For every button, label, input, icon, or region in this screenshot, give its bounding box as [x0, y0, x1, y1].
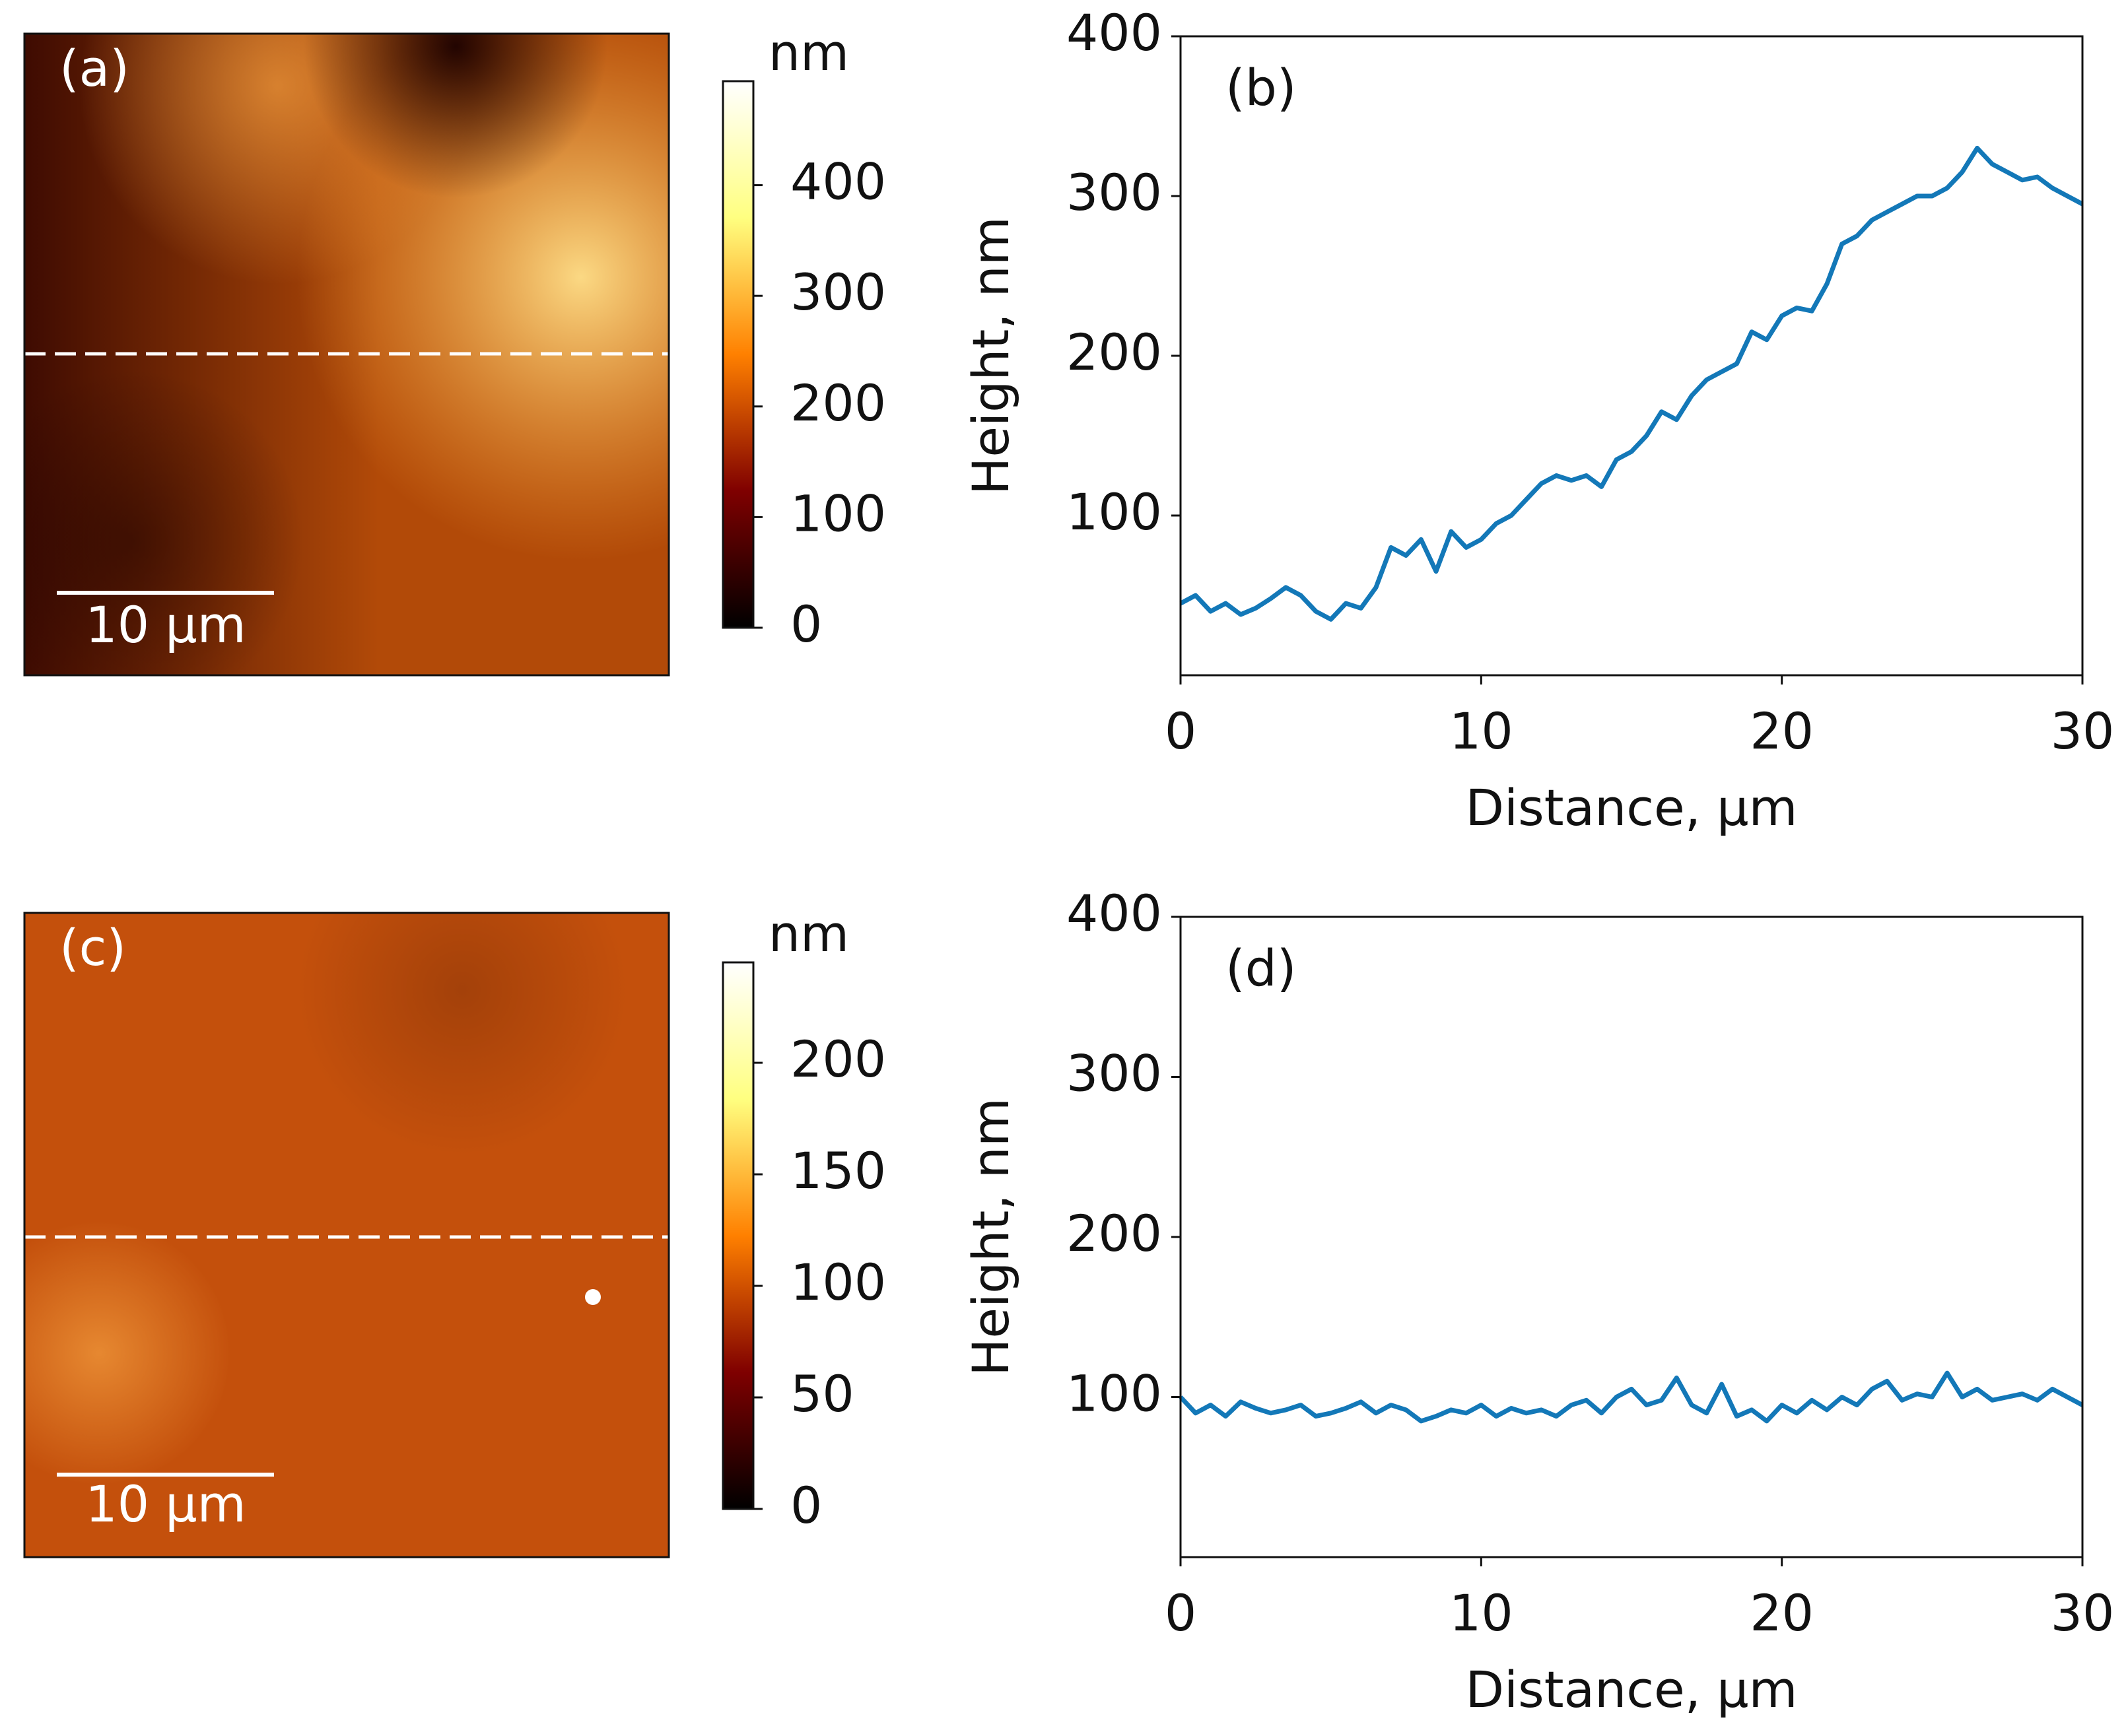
afm-image [24, 913, 669, 1557]
y-tick-label: 200 [1066, 1204, 1162, 1263]
y-tick-label: 300 [1066, 1044, 1162, 1102]
x-tick-label: 20 [1750, 702, 1814, 760]
colorbar-tick-label: 400 [790, 152, 886, 211]
y-axis-label: Height, nm [961, 217, 1020, 495]
y-tick-label: 200 [1066, 323, 1162, 382]
y-tick-label: 100 [1066, 483, 1162, 541]
colorbar [722, 961, 755, 1510]
x-tick-label: 0 [1165, 702, 1196, 760]
y-tick-label: 300 [1066, 163, 1162, 222]
image-frame [23, 32, 670, 677]
colorbar-tick-label: 200 [790, 1030, 886, 1088]
x-axis-label: Distance, μm [1465, 778, 1797, 837]
colorbar-tick-label: 200 [790, 374, 886, 432]
x-tick-label: 30 [2051, 702, 2115, 760]
plot-frame [1179, 916, 2084, 1558]
panel-label: (b) [1225, 58, 1297, 117]
colorbar-tick-label: 0 [790, 595, 822, 653]
profile-line [1179, 145, 2084, 622]
x-tick-label: 0 [1165, 1584, 1196, 1642]
panel-label: (c) [59, 918, 126, 977]
profile-line [1179, 1370, 2084, 1424]
y-tick-label: 400 [1066, 3, 1162, 62]
colorbar-tick-label: 100 [790, 484, 886, 543]
scale-bar-label: 10 μm [85, 595, 246, 654]
colorbar-tick-label: 300 [790, 263, 886, 321]
image-frame [23, 912, 670, 1558]
panel-label: (a) [59, 39, 129, 98]
x-tick-label: 10 [1449, 1584, 1513, 1642]
y-tick-label: 400 [1066, 884, 1162, 943]
x-tick-label: 10 [1449, 702, 1513, 760]
x-tick-label: 20 [1750, 1584, 1814, 1642]
afm-image [24, 34, 669, 675]
x-tick-label: 30 [2051, 1584, 2115, 1642]
scale-bar-label: 10 μm [85, 1475, 246, 1533]
colorbar-tick-label: 50 [790, 1364, 854, 1423]
colorbar-label: nm [769, 904, 849, 963]
y-axis-label: Height, nm [961, 1098, 1020, 1376]
x-axis-label: Distance, μm [1465, 1660, 1797, 1719]
colorbar-tick-label: 150 [790, 1141, 886, 1200]
panel-label: (d) [1225, 939, 1297, 997]
colorbar-tick-label: 0 [790, 1476, 822, 1535]
y-tick-label: 100 [1066, 1364, 1162, 1422]
colorbar-tick-label: 100 [790, 1253, 886, 1312]
plot-frame [1179, 35, 2084, 677]
colorbar-label: nm [769, 23, 849, 82]
colorbar [722, 80, 755, 629]
